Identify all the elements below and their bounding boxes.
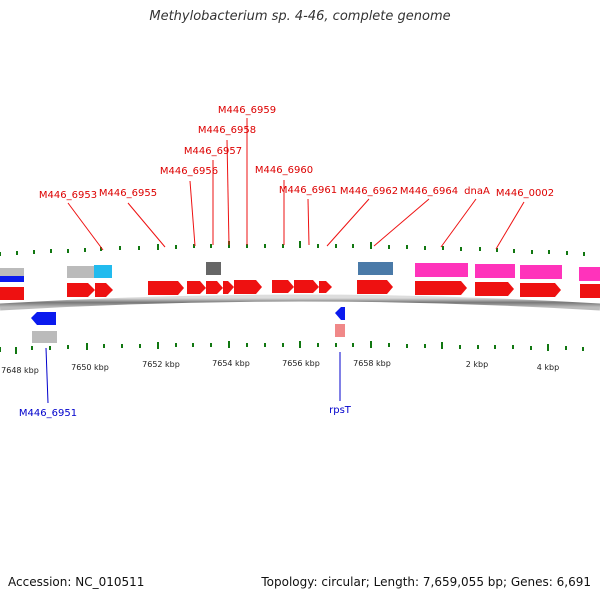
scale-label: 4 kbp (537, 363, 559, 372)
gene-label[interactable]: dnaA (464, 186, 490, 197)
accession-text: Accession: NC_010511 (8, 575, 145, 589)
gene-feature[interactable] (520, 265, 562, 279)
gene-feature[interactable] (415, 263, 468, 277)
gene-label[interactable]: M446_6951 (19, 408, 77, 419)
gene-label[interactable]: M446_6956 (160, 166, 218, 177)
gene-feature[interactable] (206, 262, 221, 275)
gene-feature[interactable] (32, 331, 57, 343)
gene-arrow[interactable] (319, 281, 332, 293)
scale-label: 7656 kbp (282, 359, 320, 368)
gene-arrow[interactable] (475, 282, 514, 296)
scale-label: 2 kbp (466, 360, 488, 369)
upper-tick-row (0, 241, 585, 256)
gene-feature[interactable] (335, 324, 345, 337)
upper-leader-lines (67, 118, 525, 251)
gene-feature[interactable] (0, 268, 24, 278)
gene-arrow[interactable] (520, 283, 561, 297)
gene-label[interactable]: rpsT (329, 405, 352, 416)
topology-text: Topology: circular; Length: 7,659,055 bp… (261, 575, 591, 589)
gene-label[interactable]: M446_6961 (279, 185, 337, 196)
scale-label: 7650 kbp (71, 363, 109, 372)
gene-label[interactable]: M446_6960 (255, 165, 313, 176)
scale-label: 7658 kbp (353, 359, 391, 368)
gene-arrow[interactable] (187, 281, 206, 294)
gene-label[interactable]: M446_0002 (496, 188, 554, 199)
gene-arrow[interactable] (272, 280, 294, 293)
gene-arrow[interactable] (206, 281, 223, 294)
gene-arrow[interactable] (234, 280, 262, 294)
gene-arrow[interactable] (580, 284, 600, 298)
gene-feature[interactable] (67, 266, 94, 278)
gene-arrow[interactable] (95, 283, 113, 297)
gene-feature[interactable] (0, 276, 24, 282)
gene-label[interactable]: M446_6958 (198, 125, 256, 136)
gene-label[interactable]: M446_6964 (400, 186, 458, 197)
gene-label[interactable]: M446_6953 (39, 190, 97, 201)
gene-label[interactable]: M446_6962 (340, 186, 398, 197)
gene-arrow[interactable] (335, 307, 345, 320)
gene-arrow[interactable] (223, 281, 234, 294)
gene-arrow[interactable] (31, 312, 56, 325)
gene-arrow[interactable] (67, 283, 95, 297)
gene-label[interactable]: M446_6955 (99, 188, 157, 199)
gene-label[interactable]: M446_6957 (184, 146, 242, 157)
scale-label: 7654 kbp (212, 359, 250, 368)
map-title: Methylobacterium sp. 4-46, complete geno… (149, 9, 451, 24)
lower-tick-row (0, 341, 584, 354)
gene-arrow[interactable] (0, 287, 24, 300)
lower-leader-lines (45, 347, 341, 404)
forward-gene-track (0, 276, 600, 300)
gene-arrow[interactable] (357, 280, 393, 294)
gene-feature[interactable] (475, 264, 515, 278)
gene-feature[interactable] (358, 262, 393, 275)
genome-backbone (0, 294, 600, 311)
gene-arrow[interactable] (148, 281, 184, 295)
gene-feature[interactable] (94, 265, 112, 278)
scale-label: 7648 kbp (1, 366, 39, 375)
gene-arrow[interactable] (415, 281, 467, 295)
reverse-gene-track (31, 307, 345, 343)
upper-feature-track (0, 262, 600, 281)
gene-label[interactable]: M446_6959 (218, 105, 276, 116)
gene-arrow[interactable] (294, 280, 319, 293)
gene-feature[interactable] (579, 267, 600, 281)
scale-label: 7652 kbp (142, 360, 180, 369)
